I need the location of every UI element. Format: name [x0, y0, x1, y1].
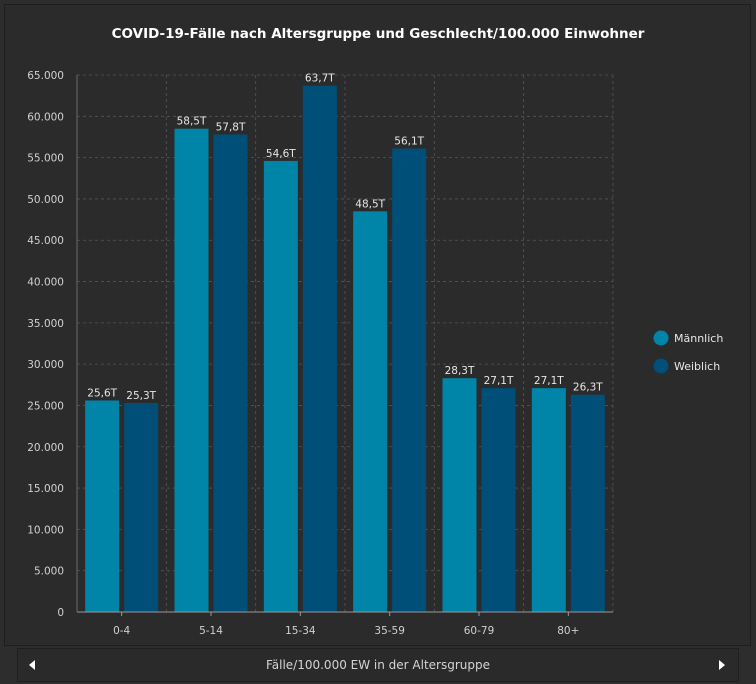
legend-label[interactable]: Männlich — [674, 332, 723, 345]
y-tick-label: 50.000 — [27, 194, 64, 206]
y-tick-label: 40.000 — [27, 277, 64, 289]
bar-weiblich[interactable] — [302, 85, 337, 613]
y-tick-label: 60.000 — [27, 111, 64, 123]
bar-maennlich[interactable] — [442, 378, 477, 612]
legend-label[interactable]: Weiblich — [674, 360, 720, 373]
bar-data-label: 27,1T — [534, 375, 564, 387]
y-tick-label: 55.000 — [27, 153, 64, 165]
y-tick-label: 25.000 — [27, 400, 64, 412]
y-tick-label: 65.000 — [27, 70, 64, 82]
y-tick-label: 45.000 — [27, 235, 64, 247]
bar-data-label: 48,5T — [355, 198, 385, 210]
bar-data-label: 28,3T — [445, 365, 475, 377]
bar-maennlich[interactable] — [353, 211, 388, 613]
bar-maennlich[interactable] — [531, 388, 566, 612]
footer-bar: Fälle/100.000 EW in der Altersgruppe — [17, 648, 739, 682]
bar-data-label: 25,3T — [126, 390, 156, 402]
x-tick-label: 60-79 — [464, 625, 495, 637]
x-tick-label: 0-4 — [113, 625, 130, 637]
bar-data-label: 54,6T — [266, 148, 296, 160]
y-tick-label: 0 — [57, 607, 64, 619]
legend-marker-weiblich[interactable] — [653, 358, 669, 374]
y-tick-label: 5.000 — [34, 566, 64, 578]
bar-data-label: 63,7T — [305, 73, 335, 85]
chart-title: COVID-19-Fälle nach Altersgruppe und Ges… — [112, 26, 645, 42]
bar-data-label: 57,8T — [216, 121, 246, 133]
bar-weiblich[interactable] — [570, 394, 605, 612]
chart-panel: COVID-19-Fälle nach Altersgruppe und Ges… — [4, 4, 751, 646]
x-tick-label: 5-14 — [199, 625, 223, 637]
x-tick-label: 15-34 — [285, 625, 316, 637]
bar-data-label: 27,1T — [484, 375, 514, 387]
y-tick-label: 15.000 — [27, 483, 64, 495]
y-tick-label: 10.000 — [27, 524, 64, 536]
x-tick-label: 35-59 — [374, 625, 405, 637]
bar-weiblich[interactable] — [213, 134, 248, 612]
bar-maennlich[interactable] — [85, 400, 120, 612]
y-tick-label: 20.000 — [27, 442, 64, 454]
legend-marker-maennlich[interactable] — [653, 330, 669, 346]
bar-weiblich[interactable] — [392, 148, 427, 612]
y-tick-label: 35.000 — [27, 318, 64, 330]
bar-data-label: 56,1T — [394, 136, 424, 148]
bar-data-label: 26,3T — [573, 382, 603, 394]
y-tick-label: 30.000 — [27, 359, 64, 371]
bar-data-label: 58,5T — [177, 116, 207, 128]
bar-chart: COVID-19-Fälle nach Altersgruppe und Ges… — [27, 26, 723, 637]
footer-label: Fälle/100.000 EW in der Altersgruppe — [265, 658, 491, 672]
previous-arrow-icon[interactable] — [29, 660, 35, 670]
bar-weiblich[interactable] — [124, 402, 159, 612]
bar-maennlich[interactable] — [174, 128, 209, 612]
bar-data-label: 25,6T — [87, 388, 117, 400]
x-tick-label: 80+ — [557, 625, 579, 637]
bar-maennlich[interactable] — [263, 160, 298, 613]
next-arrow-icon[interactable] — [719, 660, 725, 670]
bar-weiblich[interactable] — [481, 388, 516, 612]
